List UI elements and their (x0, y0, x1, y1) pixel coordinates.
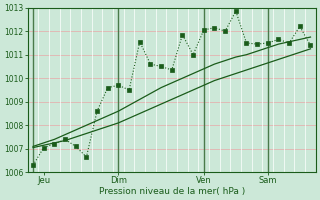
X-axis label: Pression niveau de la mer( hPa ): Pression niveau de la mer( hPa ) (99, 187, 245, 196)
